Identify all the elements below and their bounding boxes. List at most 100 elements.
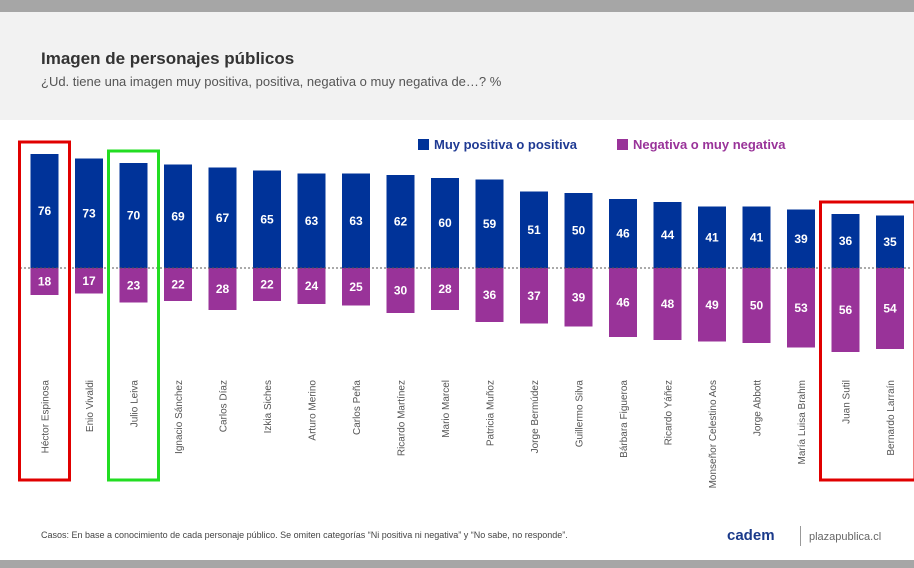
bar-positive xyxy=(208,167,237,268)
data-label-positive: 51 xyxy=(527,223,541,237)
bar-positive xyxy=(253,170,281,268)
bar-positive xyxy=(831,214,860,268)
category-label: Ignacio Sánchez xyxy=(174,380,185,454)
data-label-positive: 44 xyxy=(661,228,675,242)
category-label: Jorge Abbott xyxy=(753,380,764,436)
data-label-negative: 39 xyxy=(572,290,586,304)
data-label-positive: 35 xyxy=(883,235,897,249)
category-label: Juan Sutil xyxy=(842,380,853,424)
bottom-border xyxy=(0,560,914,568)
legend-positive-swatch xyxy=(418,139,429,150)
data-label-negative: 22 xyxy=(260,278,274,292)
footnote: Casos: En base a conocimiento de cada pe… xyxy=(41,530,568,540)
data-label-positive: 70 xyxy=(127,209,141,223)
category-label: Ricardo Martínez xyxy=(397,380,408,456)
category-label: Guillermo Silva xyxy=(575,380,586,448)
data-label-negative: 23 xyxy=(127,278,141,292)
category-label: María Luisa Brahm xyxy=(797,380,808,464)
bar-negative xyxy=(30,268,59,295)
category-label: Mario Marcel xyxy=(441,380,452,438)
bar-negative xyxy=(609,268,637,337)
category-label: Bernardo Larraín xyxy=(886,380,897,456)
bar-negative xyxy=(698,268,726,342)
data-label-negative: 53 xyxy=(794,301,808,315)
bar-negative xyxy=(876,268,904,349)
category-label: Héctor Espinosa xyxy=(41,380,52,454)
data-label-positive: 73 xyxy=(82,206,96,220)
bar-positive xyxy=(475,179,504,268)
data-label-positive: 39 xyxy=(794,232,808,246)
category-label: Patricia Muñoz xyxy=(486,380,497,446)
data-label-positive: 65 xyxy=(260,212,274,226)
data-label-negative: 25 xyxy=(349,280,363,294)
data-label-positive: 60 xyxy=(438,216,452,230)
data-label-negative: 22 xyxy=(171,278,185,292)
bar-positive xyxy=(431,178,459,268)
data-label-negative: 56 xyxy=(839,303,853,317)
bar-negative xyxy=(164,268,192,301)
bar-negative xyxy=(208,268,237,310)
data-label-negative: 24 xyxy=(305,279,319,293)
bar-negative xyxy=(475,268,504,322)
data-label-negative: 50 xyxy=(750,299,764,313)
cadem-logo: cadem xyxy=(727,527,775,544)
bar-positive xyxy=(742,206,771,268)
category-label: Arturo Merino xyxy=(308,380,319,441)
category-label: Julio Leiva xyxy=(130,380,141,428)
data-label-positive: 63 xyxy=(305,214,319,228)
legend-negative-label: Negativa o muy negativa xyxy=(633,137,786,152)
data-label-negative: 48 xyxy=(661,297,675,311)
category-label: Jorge Bermúdez xyxy=(530,380,541,453)
site-label: plazapublica.cl xyxy=(809,531,882,543)
data-label-negative: 36 xyxy=(483,288,497,302)
category-label: Carlos Peña xyxy=(352,380,363,435)
category-label: Ricardo Yáñez xyxy=(664,380,675,445)
highlight-box-red xyxy=(18,140,71,482)
data-label-negative: 17 xyxy=(82,274,96,288)
highlight-box-red xyxy=(819,200,914,482)
chart-title: Imagen de personajes públicos xyxy=(41,49,295,68)
category-label: Enio Vivaldi xyxy=(85,380,96,432)
bar-positive xyxy=(876,215,904,268)
bar-negative xyxy=(831,268,860,352)
bar-negative xyxy=(297,268,326,304)
bar-negative xyxy=(431,268,459,310)
bar-positive xyxy=(386,175,415,268)
data-label-positive: 62 xyxy=(394,215,408,229)
bar-positive xyxy=(609,199,637,268)
bar-negative xyxy=(253,268,281,301)
chart-subtitle: ¿Ud. tiene una imagen muy positiva, posi… xyxy=(41,74,502,89)
bar-negative xyxy=(564,268,593,327)
category-label: Carlos Díaz xyxy=(219,380,230,432)
category-label: Izkia Siches xyxy=(263,380,274,433)
data-label-positive: 69 xyxy=(171,209,185,223)
bar-negative xyxy=(787,268,815,348)
bar-positive xyxy=(297,173,326,268)
data-label-negative: 54 xyxy=(883,302,897,316)
bar-positive xyxy=(342,173,370,268)
legend-negative-swatch xyxy=(617,139,628,150)
data-label-negative: 30 xyxy=(394,284,408,298)
bar-positive xyxy=(698,206,726,268)
data-label-negative: 28 xyxy=(438,282,452,296)
data-label-positive: 63 xyxy=(349,214,363,228)
bar-negative xyxy=(386,268,415,313)
highlight-box-green xyxy=(107,149,160,482)
bar-negative xyxy=(742,268,771,343)
bar-negative xyxy=(119,268,148,303)
data-label-positive: 41 xyxy=(705,230,719,244)
data-label-positive: 50 xyxy=(572,224,586,238)
data-label-positive: 76 xyxy=(38,204,52,218)
data-label-positive: 46 xyxy=(616,227,630,241)
data-label-positive: 67 xyxy=(216,211,230,225)
bar-positive xyxy=(564,193,593,268)
bar-positive xyxy=(75,158,103,268)
legend-positive-label: Muy positiva o positiva xyxy=(434,137,578,152)
bar-positive xyxy=(164,164,192,268)
top-border xyxy=(0,0,914,12)
header-band xyxy=(0,12,914,120)
bar-positive xyxy=(119,163,148,268)
bar-positive xyxy=(653,202,682,268)
data-label-positive: 41 xyxy=(750,230,764,244)
